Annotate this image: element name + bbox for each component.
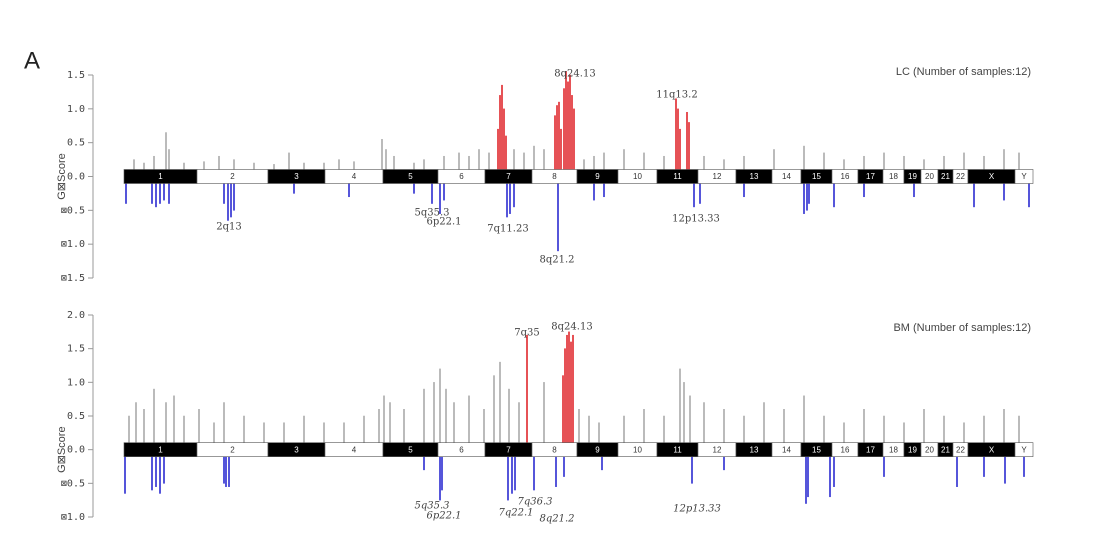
chromosome-label: 22 [956,172,965,181]
peak-annotation: 7q22.1 [498,508,533,519]
chromosome-label: 4 [352,172,357,181]
chromosome-label: 9 [595,172,600,181]
chromosome-label: 6 [459,172,464,181]
chromosome-label: 5 [408,172,413,181]
peak-annotation: 12p13.33 [672,214,720,225]
chromosome-label: 17 [866,445,875,454]
peak-annotation: 7q36.3 [517,497,552,508]
chromosome-label: 19 [908,445,917,454]
y-tick-label: ⊠1.5 [61,273,85,284]
chromosome-label: 6 [459,445,464,454]
y-axis-label: G⊠Score [56,426,68,473]
chromosome-label: 4 [352,445,357,454]
chromosome-label: 12 [713,445,722,454]
chromosome-label: 13 [750,445,759,454]
peak-annotation: 11q13.2 [656,90,697,101]
chromosome-label: 18 [889,445,898,454]
y-tick-label: ⊠0.5 [61,478,85,489]
y-axis-label: G⊠Score [56,153,68,200]
chromosome-label: 8 [552,445,557,454]
chromosome [1014,169,1034,184]
chromosome-label: 20 [925,172,934,181]
chromosome-label: 21 [941,445,950,454]
peak-annotation: 2q13 [216,222,242,233]
panel-label: A [24,47,40,74]
chromosome-label: 1 [158,445,163,454]
chromosome-label: Y [1021,172,1027,181]
peak-annotation: 8q24.13 [551,322,592,333]
peak-annotation: 7q11.23 [487,224,528,235]
y-tick-label: 2.0 [67,310,85,321]
chromosome-label: 7 [506,172,511,181]
chromosome-label: X [989,172,995,181]
chromosome-label: 20 [925,445,934,454]
y-tick-label: ⊠1.0 [61,239,85,250]
peak-annotation: 8q21.2 [539,514,574,525]
chromosome-label: 18 [889,172,898,181]
peak-annotation: 12p13.33 [673,504,721,515]
y-tick-label: 0.0 [67,172,85,183]
chromosome-label: 16 [841,445,850,454]
chromosome-label: 17 [866,172,875,181]
peak-annotation: 6p22.1 [426,217,461,228]
y-tick-label: 0.0 [67,445,85,456]
peak-annotation: 7q35 [514,328,540,339]
y-tick-label: ⊠1.0 [61,512,85,523]
y-tick-label: 1.5 [67,344,85,355]
chromosome-label: 1 [158,172,163,181]
chromosome-label: 14 [782,445,791,454]
chromosome-label: 11 [673,172,682,181]
peak-annotation: 5q35.3 [414,208,449,219]
chromosome [1014,442,1034,457]
chromosome-label: 2 [230,445,235,454]
chromosome-label: 5 [408,445,413,454]
chromosome-label: 10 [633,172,642,181]
chromosome-label: 11 [673,445,682,454]
y-tick-label: ⊠0.5 [61,205,85,216]
chromosome-label: 16 [841,172,850,181]
y-tick-label: 0.5 [67,411,85,422]
chromosome-label: 7 [506,445,511,454]
chromosome-label: 3 [294,445,299,454]
chromosome-label: 13 [750,172,759,181]
peak-annotation: 8q24.13 [554,69,595,80]
y-tick-label: 0.5 [67,138,85,149]
chromosome-label: 8 [552,172,557,181]
chart-title: LC (Number of samples:12) [896,66,1031,78]
y-tick-label: 1.5 [67,70,85,81]
chromosome-label: 15 [812,445,821,454]
chromosome-label: 14 [782,172,791,181]
peak-annotation: 8q21.2 [539,255,574,266]
chromosome-label: 22 [956,445,965,454]
y-tick-label: 1.0 [67,104,85,115]
chromosome-label: 19 [908,172,917,181]
chromosome-label: 3 [294,172,299,181]
chromosome-label: 21 [941,172,950,181]
chromosome-label: Y [1021,445,1027,454]
chromosome-label: 12 [713,172,722,181]
chromosome-label: 2 [230,172,235,181]
chromosome-label: X [989,445,995,454]
chromosome-label: 9 [595,445,600,454]
chromosome-label: 15 [812,172,821,181]
peak-annotation: 5q35.3 [414,501,449,512]
chart-title: BM (Number of samples:12) [893,322,1031,334]
peak-annotation: 6p22.1 [426,511,461,522]
y-tick-label: 1.0 [67,377,85,388]
chromosome-label: 10 [633,445,642,454]
